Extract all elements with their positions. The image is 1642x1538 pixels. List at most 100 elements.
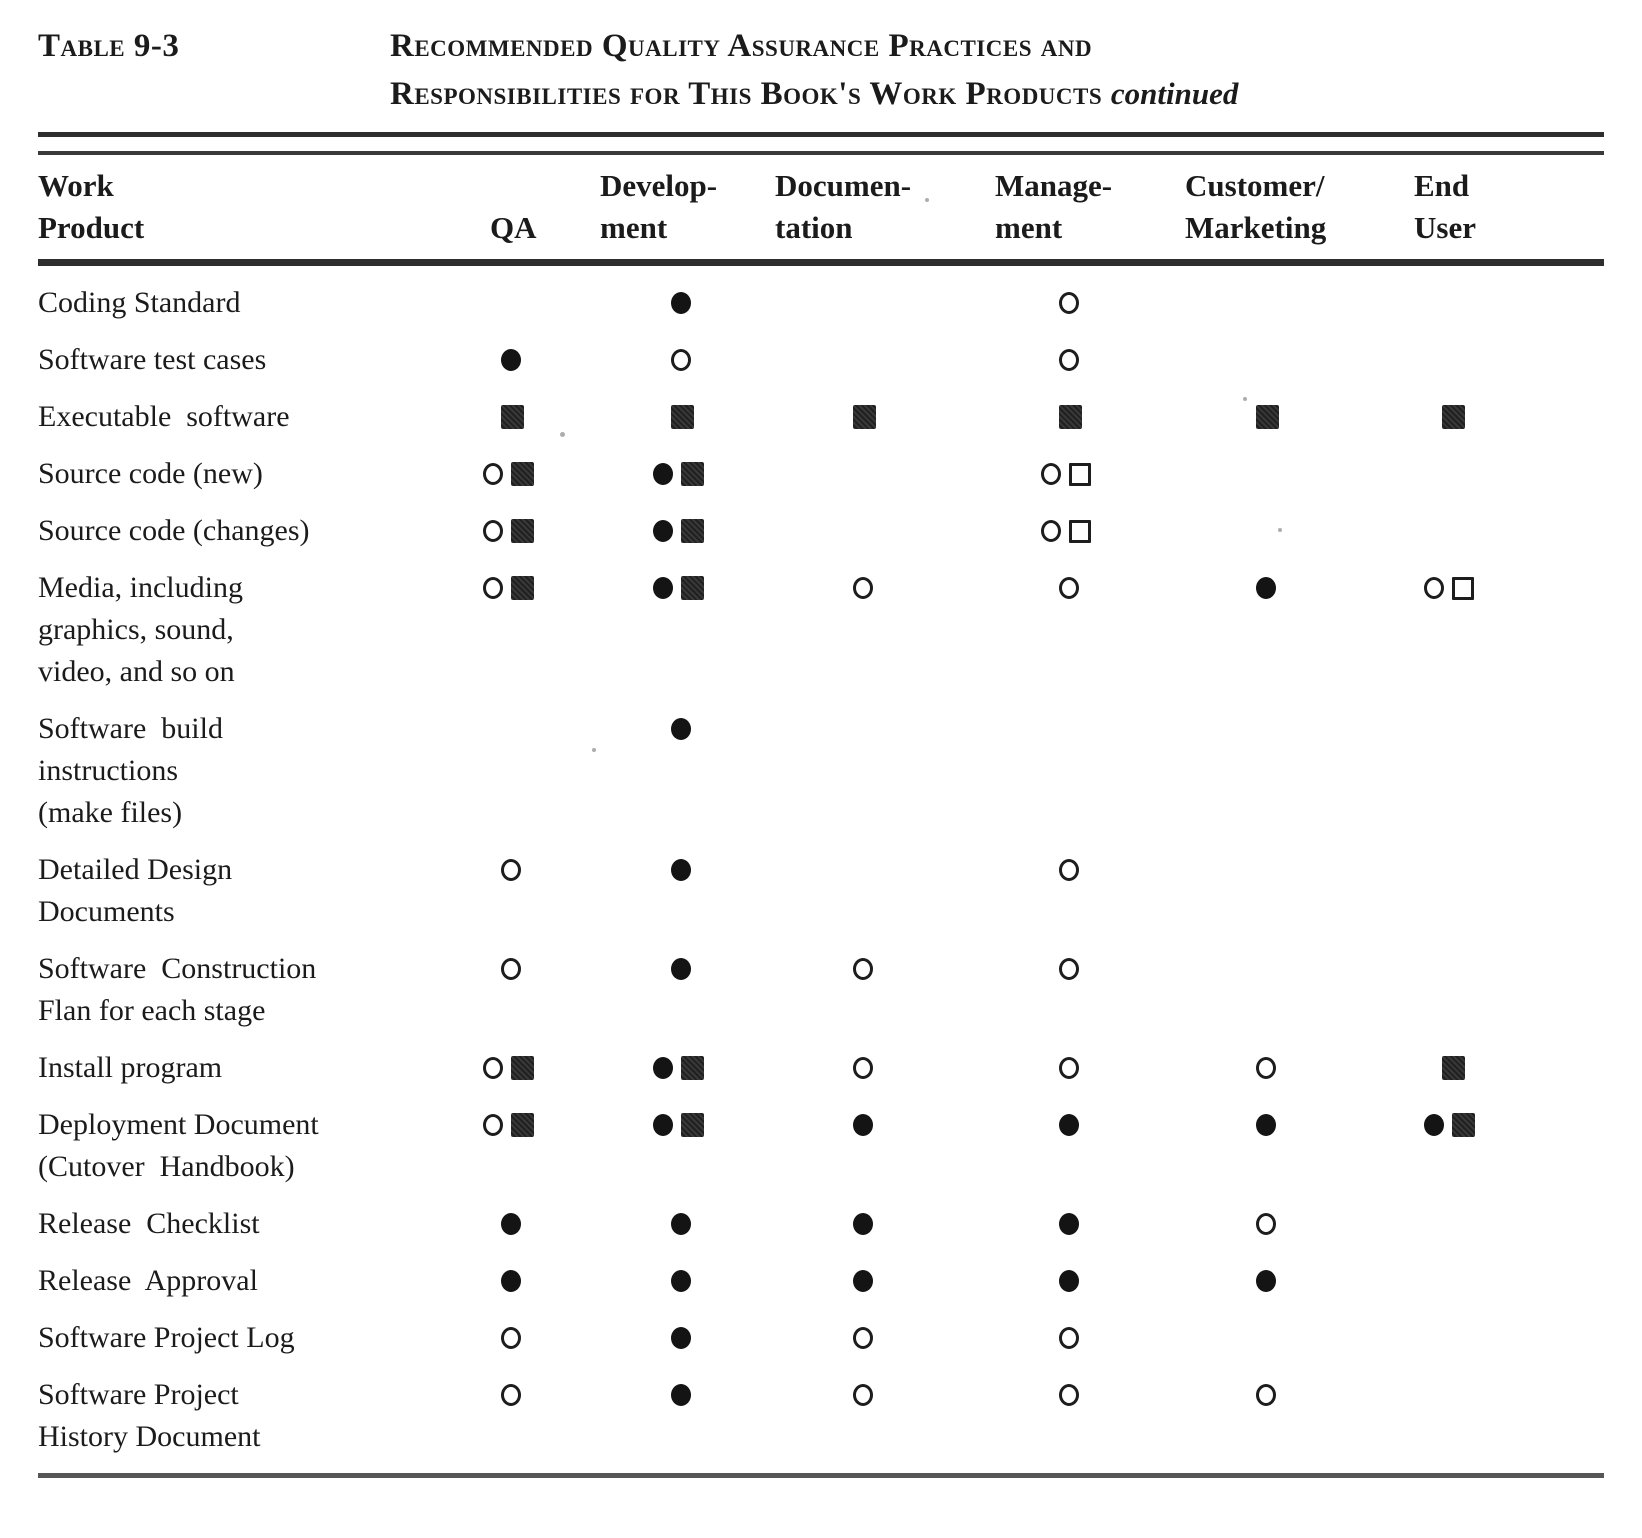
open-square-icon — [1452, 576, 1474, 600]
table-row: Software test cases — [38, 339, 1604, 381]
end-user-cell — [1412, 1104, 1604, 1146]
filled-square-icon — [511, 1113, 534, 1137]
work-product-name: Install program — [38, 1051, 223, 1084]
filled-circle-icon — [853, 1270, 873, 1292]
table-row: Software Project Log — [38, 1317, 1604, 1359]
end-user-cell — [1412, 1047, 1604, 1089]
table-row: Install program — [38, 1047, 1604, 1089]
open-circle-icon — [1059, 577, 1079, 599]
end-user-cell — [1412, 396, 1604, 438]
filled-circle-icon — [853, 1213, 873, 1235]
title-continued-label: continued — [1110, 76, 1239, 111]
column-header-documentation: Documen- tation — [773, 165, 993, 249]
work-product-name: Executable software — [38, 400, 290, 433]
development-cell — [598, 849, 773, 891]
development-cell — [598, 1203, 773, 1245]
qa-cell — [470, 510, 598, 552]
filled-circle-icon — [1059, 1270, 1079, 1292]
development-cell — [598, 282, 773, 324]
open-circle-icon — [1059, 958, 1079, 980]
customer-marketing-cell — [1183, 339, 1412, 381]
table-row: Software Project History Document — [38, 1374, 1604, 1458]
filled-square-icon — [511, 576, 534, 600]
open-circle-icon — [501, 1327, 521, 1349]
filled-circle-icon — [653, 577, 673, 599]
development-cell — [598, 453, 773, 495]
filled-circle-icon — [501, 1270, 521, 1292]
end-user-cell — [1412, 282, 1604, 324]
table-row: Source code (changes) — [38, 510, 1604, 552]
open-circle-icon — [501, 859, 521, 881]
work-product-name: Software Project History Document — [38, 1378, 261, 1453]
end-user-cell — [1412, 849, 1604, 891]
filled-circle-icon — [671, 1213, 691, 1235]
end-user-cell — [1412, 453, 1604, 495]
work-product-name: Source code (new) — [38, 457, 263, 490]
management-cell — [993, 1104, 1183, 1146]
documentation-cell — [773, 849, 993, 891]
work-product-name: Deployment Document (Cutover Handbook) — [38, 1108, 319, 1183]
filled-circle-icon — [1424, 1114, 1444, 1136]
open-circle-icon — [483, 577, 503, 599]
customer-marketing-cell — [1183, 948, 1412, 990]
filled-square-icon — [681, 576, 704, 600]
open-square-icon — [1069, 519, 1091, 543]
customer-marketing-cell — [1183, 396, 1412, 438]
filled-circle-icon — [1256, 577, 1276, 599]
qa-cell — [470, 948, 598, 990]
development-cell — [598, 1317, 773, 1359]
filled-square-icon — [511, 462, 534, 486]
filled-circle-icon — [671, 1327, 691, 1349]
column-header-line2: User — [1414, 210, 1476, 245]
column-header-line2: tation — [775, 210, 853, 245]
table-caption: Table 9-3 Recommended Quality Assurance … — [38, 22, 1604, 118]
column-header-management: Manage- ment — [993, 165, 1183, 249]
customer-marketing-cell — [1183, 708, 1412, 750]
filled-circle-icon — [653, 520, 673, 542]
open-circle-icon — [1424, 577, 1444, 599]
filled-square-icon — [681, 1113, 704, 1137]
column-header-line2: QA — [490, 210, 537, 245]
documentation-cell — [773, 1317, 993, 1359]
open-circle-icon — [483, 463, 503, 485]
customer-marketing-cell — [1183, 510, 1412, 552]
open-circle-icon — [483, 520, 503, 542]
qa-cell — [470, 1374, 598, 1416]
end-user-cell — [1412, 1374, 1604, 1416]
open-circle-icon — [1041, 463, 1061, 485]
scan-speck — [560, 432, 565, 437]
end-user-cell — [1412, 1260, 1604, 1302]
column-header-line1: Manage- — [995, 168, 1113, 203]
column-header-development: Develop- ment — [598, 165, 773, 249]
column-header-qa: QA — [470, 165, 598, 249]
filled-square-icon — [1442, 1056, 1465, 1080]
management-cell — [993, 453, 1183, 495]
documentation-cell — [773, 282, 993, 324]
filled-square-icon — [671, 405, 694, 429]
table-row: Coding Standard — [38, 282, 1604, 324]
development-cell — [598, 510, 773, 552]
open-circle-icon — [853, 958, 873, 980]
management-cell — [993, 282, 1183, 324]
open-circle-icon — [1059, 292, 1079, 314]
table-title-line2: Responsibilities for This Book's Work Pr… — [390, 70, 1604, 118]
filled-square-icon — [853, 405, 876, 429]
documentation-cell — [773, 1104, 993, 1146]
column-header-line1: Develop- — [600, 168, 718, 203]
management-cell — [993, 1047, 1183, 1089]
open-circle-icon — [853, 1327, 873, 1349]
documentation-cell — [773, 510, 993, 552]
table-row: Media, including graphics, sound, video, a… — [38, 567, 1604, 693]
column-header-line2: ment — [995, 210, 1063, 245]
column-header-line2: Marketing — [1185, 210, 1327, 245]
work-product-name: Release Approval — [38, 1264, 258, 1297]
management-cell — [993, 567, 1183, 609]
qa-cell — [470, 708, 598, 750]
filled-circle-icon — [653, 1114, 673, 1136]
filled-square-icon — [1452, 1113, 1475, 1137]
documentation-cell — [773, 567, 993, 609]
qa-cell — [470, 453, 598, 495]
qa-cell — [470, 396, 598, 438]
end-user-cell — [1412, 567, 1604, 609]
